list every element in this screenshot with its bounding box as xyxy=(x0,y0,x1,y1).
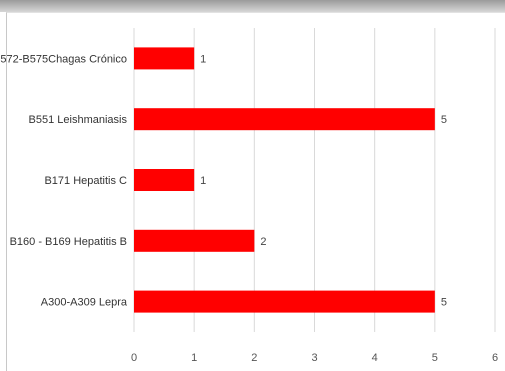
data-labels: 1 5 1 2 5 xyxy=(200,53,447,308)
chart-frame xyxy=(6,12,505,371)
category-label: B171 Hepatitis C xyxy=(44,175,127,187)
window-top-bar xyxy=(0,0,505,12)
bar xyxy=(134,108,435,131)
data-label: 2 xyxy=(260,236,266,248)
category-labels: B572-B575Chagas Crónico B551 Leishmaniasi… xyxy=(0,53,128,308)
data-label: 1 xyxy=(200,53,206,65)
category-label: B160 - B169 Hepatitis B xyxy=(10,236,127,248)
data-label: 5 xyxy=(441,114,447,126)
data-label: 5 xyxy=(441,297,447,309)
x-tick-label: 6 xyxy=(492,352,498,364)
bar xyxy=(134,47,195,70)
x-axis-tick-labels: 0 1 2 3 4 5 6 xyxy=(131,352,498,364)
x-tick-label: 3 xyxy=(311,352,317,364)
x-tick-label: 1 xyxy=(191,352,197,364)
category-label: B572-B575Chagas Crónico xyxy=(0,53,127,65)
chart-bars xyxy=(134,47,435,313)
x-tick-label: 4 xyxy=(372,352,378,364)
chart-gridlines xyxy=(133,28,496,332)
bar xyxy=(134,169,195,191)
data-label: 1 xyxy=(200,175,206,187)
category-label: A300-A309 Lepra xyxy=(41,297,128,309)
bar xyxy=(134,229,255,252)
bar xyxy=(134,290,435,313)
x-tick-label: 2 xyxy=(251,352,257,364)
category-label: B551 Leishmaniasis xyxy=(29,114,128,126)
x-tick-label: 5 xyxy=(432,352,438,364)
x-tick-label: 0 xyxy=(131,352,137,364)
